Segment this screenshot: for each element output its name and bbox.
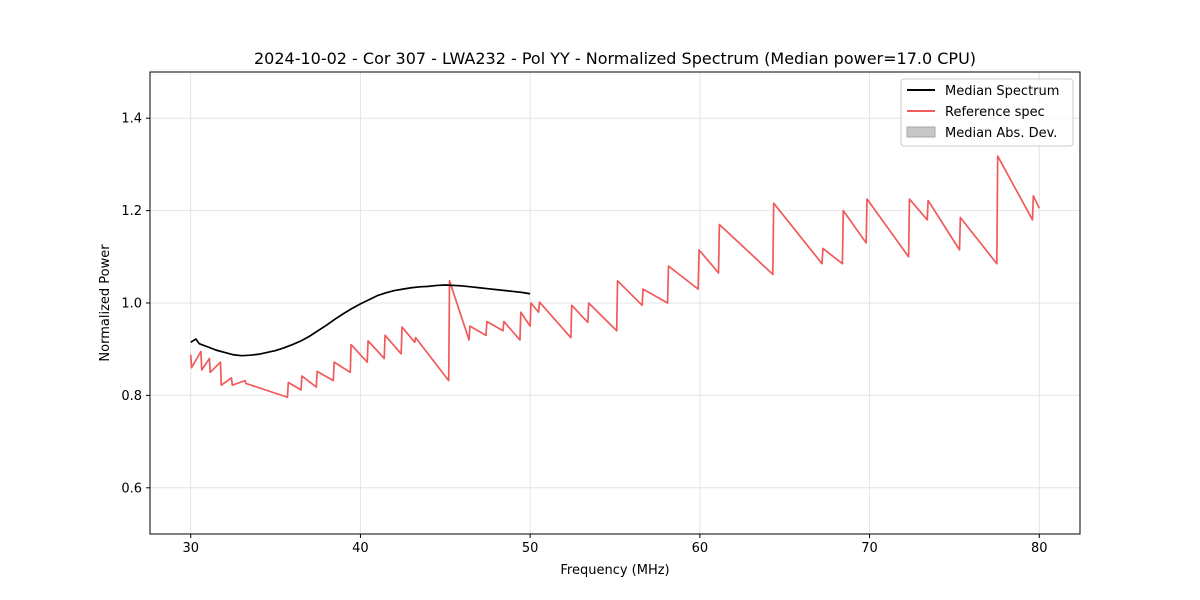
legend-box: [900, 78, 1074, 147]
series-line-median-spectrum: [190, 284, 531, 357]
x-axis-label: Frequency (MHz): [560, 563, 669, 578]
grid-lines: [150, 72, 1080, 534]
y-axis-ticks: 0.6 0.8 1.0 1.2 1.4: [121, 112, 150, 496]
y-tick-label: 1.2: [121, 204, 142, 219]
x-tick-label: 60: [692, 541, 709, 556]
legend-label-mad: Median Abs. Dev.: [945, 126, 1057, 141]
legend-swatch-mad: [906, 126, 936, 138]
x-tick-label: 40: [352, 541, 369, 556]
y-tick-label: 0.8: [121, 389, 142, 404]
x-tick-label: 30: [182, 541, 199, 556]
y-tick-label: 0.6: [121, 481, 142, 496]
legend-label-reference: Reference spec: [945, 105, 1045, 120]
x-tick-label: 50: [522, 541, 539, 556]
series-line-reference-spec: [189, 155, 1041, 399]
x-axis-ticks: 30 40 50 60 70 80: [182, 534, 1048, 556]
legend: Median Spectrum Reference spec Median Ab…: [900, 78, 1074, 147]
y-tick-label: 1.4: [121, 112, 142, 127]
series-layer: [189, 155, 1041, 399]
legend-label-median: Median Spectrum: [945, 84, 1059, 99]
x-tick-label: 70: [861, 541, 878, 556]
y-tick-label: 1.0: [121, 297, 142, 312]
y-axis-label: Normalized Power: [98, 244, 113, 362]
x-tick-label: 80: [1031, 541, 1048, 556]
chart-title: 2024-10-02 - Cor 307 - LWA232 - Pol YY -…: [254, 49, 976, 68]
